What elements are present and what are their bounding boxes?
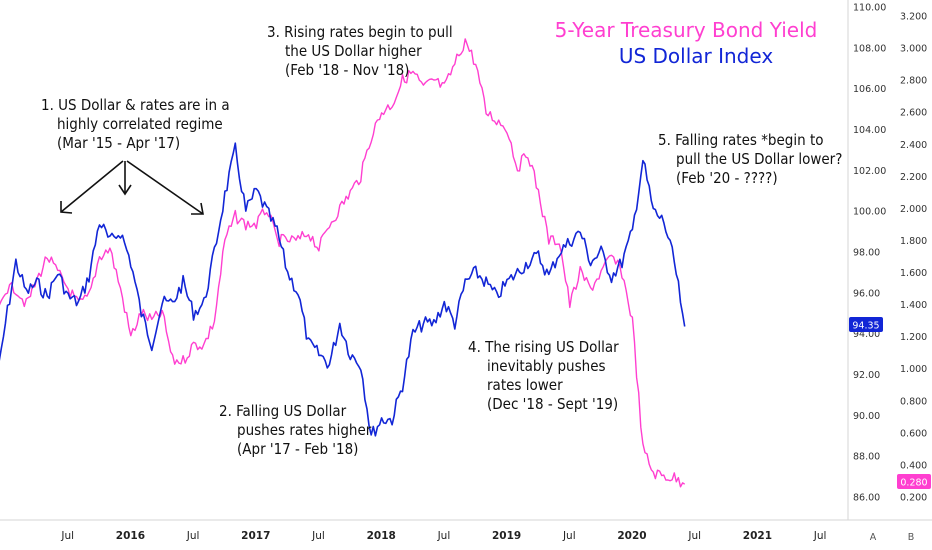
time-tick-label: Jul xyxy=(687,530,701,542)
legend-yield-title: 5-Year Treasury Bond Yield xyxy=(555,18,818,42)
time-tick-label: Jul xyxy=(437,530,451,542)
dollar-tick-label: 102.00 xyxy=(853,166,886,177)
yield-tick-label: 0.200 xyxy=(900,493,927,504)
annotation-5: 5. Falling rates *begin to pull the US D… xyxy=(658,131,842,187)
annotation-1-line-1: 1. US Dollar & rates are in a xyxy=(41,96,230,114)
yield-tick-label: 1.600 xyxy=(900,268,927,279)
dollar-tick-label: 110.00 xyxy=(853,3,886,14)
yield-tick-label: 2.600 xyxy=(900,108,927,119)
annotation-1-line-3: (Mar '15 - Apr '17) xyxy=(57,134,180,152)
time-tick-label: 2021 xyxy=(743,530,772,542)
annotation-5-line-2: pull the US Dollar lower? xyxy=(676,150,842,168)
annotation-4-line-3: rates lower xyxy=(487,376,563,394)
dollar-tick-label: 94.00 xyxy=(853,329,880,340)
annotation-4-line-4: (Dec '18 - Sept '19) xyxy=(487,395,618,413)
time-tick-label: 2020 xyxy=(617,530,646,542)
yield-scale-ticks: 3.200 3.000 2.800 2.600 2.400 2.200 2.000 1.800… xyxy=(900,12,927,504)
dollar-last-value-badge: 94.35 xyxy=(849,317,883,332)
annotation-1: 1. US Dollar & rates are in a highly cor… xyxy=(41,96,230,215)
log-scale-button[interactable]: B xyxy=(908,532,915,543)
dollar-last-value: 94.35 xyxy=(852,321,879,332)
series-layer xyxy=(0,38,686,488)
yield-tick-label: 1.000 xyxy=(900,364,927,375)
time-axis-ticks: Jul 2016 Jul 2017 Jul 2018 Jul 2019 Jul 2020 Jul 20… xyxy=(60,530,826,542)
dollar-tick-label: 106.00 xyxy=(853,84,886,95)
dollar-tick-label: 100.00 xyxy=(853,207,886,218)
yield-last-value-badge: 0.280 xyxy=(897,474,931,489)
yield-last-value: 0.280 xyxy=(900,478,927,489)
dollar-badge-bg xyxy=(849,317,883,332)
time-tick-label: 2017 xyxy=(241,530,270,542)
dollar-tick-label: 108.00 xyxy=(853,43,886,54)
dollar-scale-ticks: 110.00 108.00 106.00 104.00 102.00 100.00 98.0… xyxy=(853,3,886,504)
time-tick-label: 2016 xyxy=(116,530,145,542)
yield-tick-label: 2.000 xyxy=(900,204,927,215)
yield-badge-bg xyxy=(897,474,931,489)
annotation-3-line-2: the US Dollar higher xyxy=(285,42,422,60)
annotation-4-line-1: 4. The rising US Dollar xyxy=(468,338,619,356)
time-tick-label: Jul xyxy=(813,530,827,542)
annotation-1-arrows xyxy=(60,160,204,215)
yield-tick-label: 2.200 xyxy=(900,172,927,183)
time-axis[interactable]: Jul 2016 Jul 2017 Jul 2018 Jul 2019 Jul 2020 Jul 20… xyxy=(0,519,932,542)
time-tick-label: Jul xyxy=(562,530,576,542)
annotation-3-line-1: 3. Rising rates begin to pull xyxy=(267,23,453,41)
time-tick-label: Jul xyxy=(311,530,325,542)
dollar-tick-label: 98.00 xyxy=(853,248,880,259)
annotation-4-line-2: inevitably pushes xyxy=(487,357,606,375)
yield-tick-label: 0.800 xyxy=(900,396,927,407)
annotation-5-line-1: 5. Falling rates *begin to xyxy=(658,131,824,149)
dollar-series-line xyxy=(0,142,686,437)
annotation-2: 2. Falling US Dollar pushes rates higher… xyxy=(219,402,372,458)
annotation-2-line-1: 2. Falling US Dollar xyxy=(219,402,347,420)
yield-tick-label: 1.800 xyxy=(900,236,927,247)
annotation-5-line-3: (Feb '20 - ????) xyxy=(676,169,778,187)
annotation-2-line-2: pushes rates higher xyxy=(237,421,372,439)
annotation-1-line-2: highly correlated regime xyxy=(57,115,223,133)
yield-tick-label: 3.000 xyxy=(900,44,927,55)
right-price-axis[interactable]: 110.00 108.00 106.00 104.00 102.00 100.00 98.0… xyxy=(847,0,927,520)
time-tick-label: Jul xyxy=(186,530,200,542)
time-tick-label: 2018 xyxy=(367,530,396,542)
yield-series-line xyxy=(0,38,686,488)
time-tick-label: 2019 xyxy=(492,530,521,542)
dollar-tick-label: 90.00 xyxy=(853,411,880,422)
yield-tick-label: 3.200 xyxy=(900,12,927,23)
dollar-tick-label: 96.00 xyxy=(853,288,880,299)
annotation-3-line-3: (Feb '18 - Nov '18) xyxy=(285,61,409,79)
annotation-4: 4. The rising US Dollar inevitably pushe… xyxy=(468,338,619,413)
yield-tick-label: 0.400 xyxy=(900,460,927,471)
dollar-tick-label: 86.00 xyxy=(853,493,880,504)
yield-tick-label: 1.200 xyxy=(900,332,927,343)
yield-tick-label: 0.600 xyxy=(900,428,927,439)
yield-tick-label: 2.800 xyxy=(900,76,927,87)
dollar-tick-label: 104.00 xyxy=(853,125,886,136)
annotation-2-line-3: (Apr '17 - Feb '18) xyxy=(237,440,358,458)
dollar-tick-label: 88.00 xyxy=(853,452,880,463)
plot-area xyxy=(0,0,848,520)
time-tick-label: Jul xyxy=(60,530,74,542)
dollar-tick-label: 92.00 xyxy=(853,370,880,381)
yield-tick-label: 2.400 xyxy=(900,140,927,151)
auto-scale-button[interactable]: A xyxy=(870,532,877,543)
legend-dollar-title: US Dollar Index xyxy=(619,44,774,68)
annotation-3: 3. Rising rates begin to pull the US Dol… xyxy=(267,23,453,79)
yield-tick-label: 1.400 xyxy=(900,300,927,311)
